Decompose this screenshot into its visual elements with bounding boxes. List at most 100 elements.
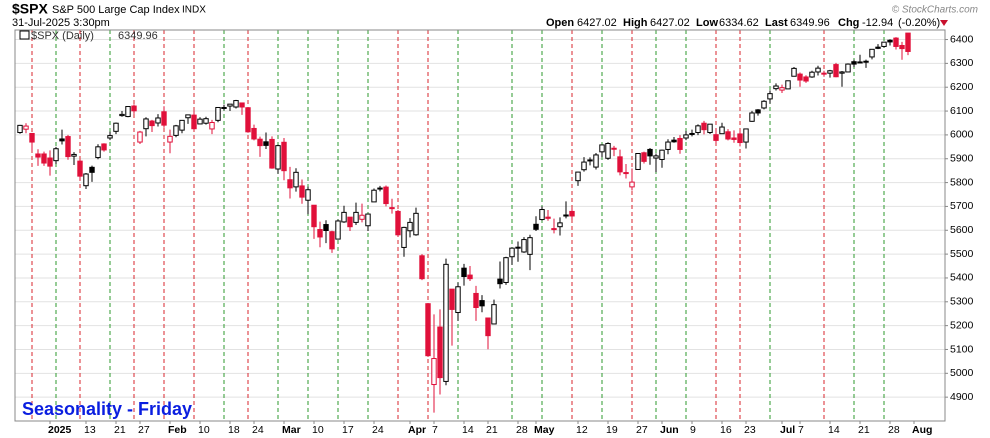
candle-body [131,105,137,112]
y-tick-label: 6000 [950,129,974,141]
last-label: Last [765,17,788,29]
candle-body [695,125,701,134]
x-tick-label: 28 [888,424,900,436]
candle-body [905,32,911,52]
candle-body [665,141,671,150]
candle-body [179,119,185,131]
candle-body [851,61,857,65]
candle-body [167,135,173,143]
candle-body [281,141,287,172]
candle-body [779,87,785,91]
candle-body [185,114,191,119]
candle-body [263,141,269,146]
candle-body [893,37,899,47]
x-tick-label: Jul [780,424,795,436]
x-tick-label: 14 [828,424,840,436]
change-percent: (-0.20%) [898,17,940,29]
candle-body [371,189,377,203]
symbol: $SPX [12,1,48,17]
x-tick-label: 21 [114,424,126,436]
x-tick-label: 16 [720,424,732,436]
x-tick-label: 28 [516,424,528,436]
y-tick-label: 5100 [950,343,974,355]
candle-body [155,117,161,124]
last-value: 6349.96 [790,17,830,29]
x-tick-label: 27 [636,424,648,436]
candle-body [737,133,743,144]
candle-body [599,144,605,153]
x-tick-label: 7 [798,424,804,436]
x-tick-label: 27 [138,424,150,436]
open-value: 6427.02 [577,17,617,29]
candle-body [59,138,65,142]
legend-swatch [19,30,30,40]
candle-body [83,173,89,187]
candle-body [311,204,317,228]
x-tick-label: 10 [312,424,324,436]
candle-body [95,146,101,159]
y-tick-label: 5600 [950,224,974,236]
candle-body [425,303,431,357]
candle-body [107,135,113,139]
candle-body [275,145,281,170]
candle-body [521,239,527,253]
candle-body [515,246,521,249]
candle-body [545,216,551,219]
candle-body [731,137,737,140]
candle-body [359,214,365,220]
change-value: -12.94 [862,17,893,29]
y-tick-label: 6200 [950,81,974,93]
candle-body [809,71,815,78]
candle-body [269,138,275,169]
candle-body [617,156,623,173]
candle-body [101,143,107,151]
candle-body [497,278,503,285]
candle-body [251,127,257,140]
candle-body [197,118,203,125]
y-tick-label: 5200 [950,319,974,331]
candle-body [587,159,593,162]
annotation: Seasonality - Friday [22,399,192,419]
candle-body [473,292,479,309]
x-tick-label: 17 [342,424,354,436]
x-tick-label: Aug [912,424,932,436]
x-tick-label: 19 [606,424,618,436]
candle-body [653,155,659,159]
candle-body [353,211,359,223]
candle-body [755,109,761,114]
x-tick-label: 12 [576,424,588,436]
candle-body [389,207,395,210]
candle-body [401,226,407,248]
candle-body [887,39,893,43]
candle-body [677,137,683,150]
candle-body [629,181,635,188]
plot-frame [14,29,946,422]
candle-body [833,64,839,78]
x-tick-label: 21 [858,424,870,436]
open-label: Open [546,17,574,29]
x-tick-label: 7 [432,424,438,436]
x-tick-label: 23 [744,424,756,436]
candle-body [35,153,41,158]
y-tick-label: 6400 [950,33,974,45]
candle-body [815,67,821,73]
candle-body [791,67,797,77]
candle-body [437,326,443,379]
candle-body [113,122,119,132]
candle-body [209,122,215,130]
candle-body [479,300,485,307]
candle-body [383,186,389,205]
candle-body [707,123,713,134]
candle-body [659,149,665,160]
x-tick-label: 14 [462,424,474,436]
candle-body [203,118,209,124]
candle-body [191,114,197,130]
y-tick-label: 4900 [950,391,974,403]
y-tick-label: 5300 [950,296,974,308]
y-tick-label: 5500 [950,248,974,260]
y-tick-label: 5800 [950,176,974,188]
high-value: 6427.02 [650,17,690,29]
change-label: Chg [838,17,859,29]
